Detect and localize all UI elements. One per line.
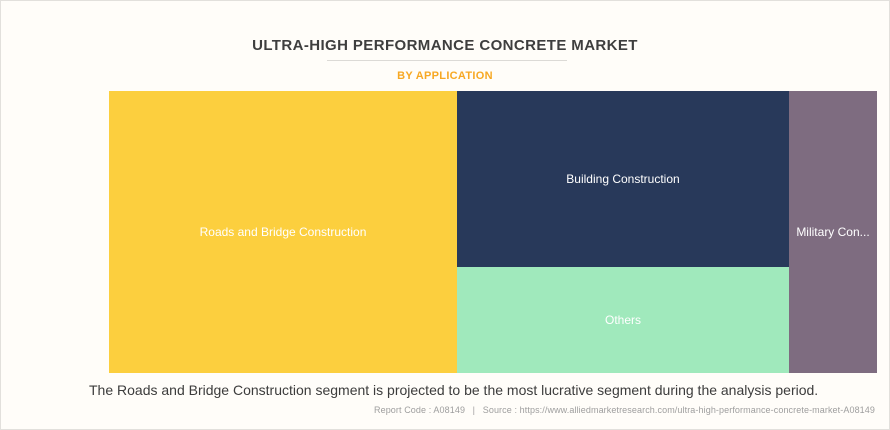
segment-label: Military Con... xyxy=(796,225,870,239)
treemap: Roads and Bridge Construction Building C… xyxy=(109,91,877,373)
treemap-segment-building-construction[interactable]: Building Construction xyxy=(457,91,789,267)
treemap-segment-roads-and-bridge-construction[interactable]: Roads and Bridge Construction xyxy=(109,91,457,373)
footer-separator: | xyxy=(472,405,476,415)
chart-subtitle: BY APPLICATION xyxy=(397,70,493,82)
source-url: Source : https://www.alliedmarketresearc… xyxy=(482,405,875,415)
report-code: Report Code : A08149 xyxy=(373,405,466,415)
footer: Report Code : A08149 | Source : https://… xyxy=(374,405,875,415)
treemap-segment-military-construction[interactable]: Military Con... xyxy=(789,91,877,373)
segment-label: Building Construction xyxy=(566,172,680,186)
title-divider xyxy=(327,60,567,61)
segment-label: Roads and Bridge Construction xyxy=(199,225,367,239)
page-title: ULTRA-HIGH PERFORMANCE CONCRETE MARKET xyxy=(252,37,638,54)
treemap-segment-others[interactable]: Others xyxy=(457,267,789,373)
segment-label: Others xyxy=(604,313,641,327)
chart-caption: The Roads and Bridge Construction segmen… xyxy=(89,382,819,398)
